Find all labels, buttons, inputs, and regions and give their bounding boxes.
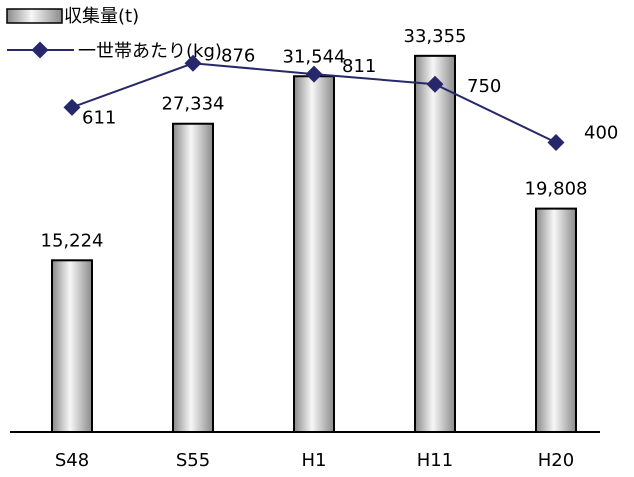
bar-S48	[51, 259, 93, 433]
plot-area: 15,224 27,334 31,544 33,355 19,808 S48 S55 H1 H1…	[10, 26, 618, 471]
line-value-label: 400	[584, 122, 618, 143]
bar-S55	[172, 122, 214, 434]
line-value-label: 811	[342, 56, 376, 77]
legend-label-line: 一世帯あたり(kg)	[78, 41, 222, 62]
bar-H11	[414, 54, 456, 434]
line-marker	[63, 98, 81, 116]
bar-H1	[293, 75, 335, 433]
bar-value-label: 15,224	[41, 230, 104, 251]
bar-value-label: 27,334	[162, 94, 225, 115]
line-value-label: 750	[467, 76, 501, 97]
x-tick-label: S48	[55, 450, 89, 471]
x-tick-label: H20	[538, 450, 574, 471]
line-marker	[305, 65, 323, 83]
legend-label-bar: 収集量(t)	[64, 6, 139, 27]
legend-bar-swatch	[6, 8, 63, 24]
bar-value-label: 19,808	[525, 179, 588, 200]
line-marker	[426, 75, 444, 93]
bar-H20	[535, 207, 577, 433]
bar-value-label: 31,544	[283, 46, 346, 67]
legend: 収集量(t) 一世帯あたり(kg)	[6, 6, 222, 62]
x-tick-label: H1	[302, 450, 327, 471]
legend-marker	[31, 41, 49, 59]
line-value-label: 876	[221, 45, 255, 66]
bar-value-label: 33,355	[404, 26, 467, 47]
x-tick-label: H11	[417, 450, 453, 471]
line-marker	[547, 133, 565, 151]
x-tick-label: S55	[176, 450, 210, 471]
line-value-label: 611	[82, 107, 116, 128]
